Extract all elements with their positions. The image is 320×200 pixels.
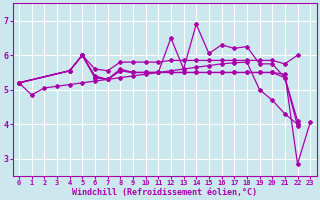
X-axis label: Windchill (Refroidissement éolien,°C): Windchill (Refroidissement éolien,°C) xyxy=(72,188,257,197)
